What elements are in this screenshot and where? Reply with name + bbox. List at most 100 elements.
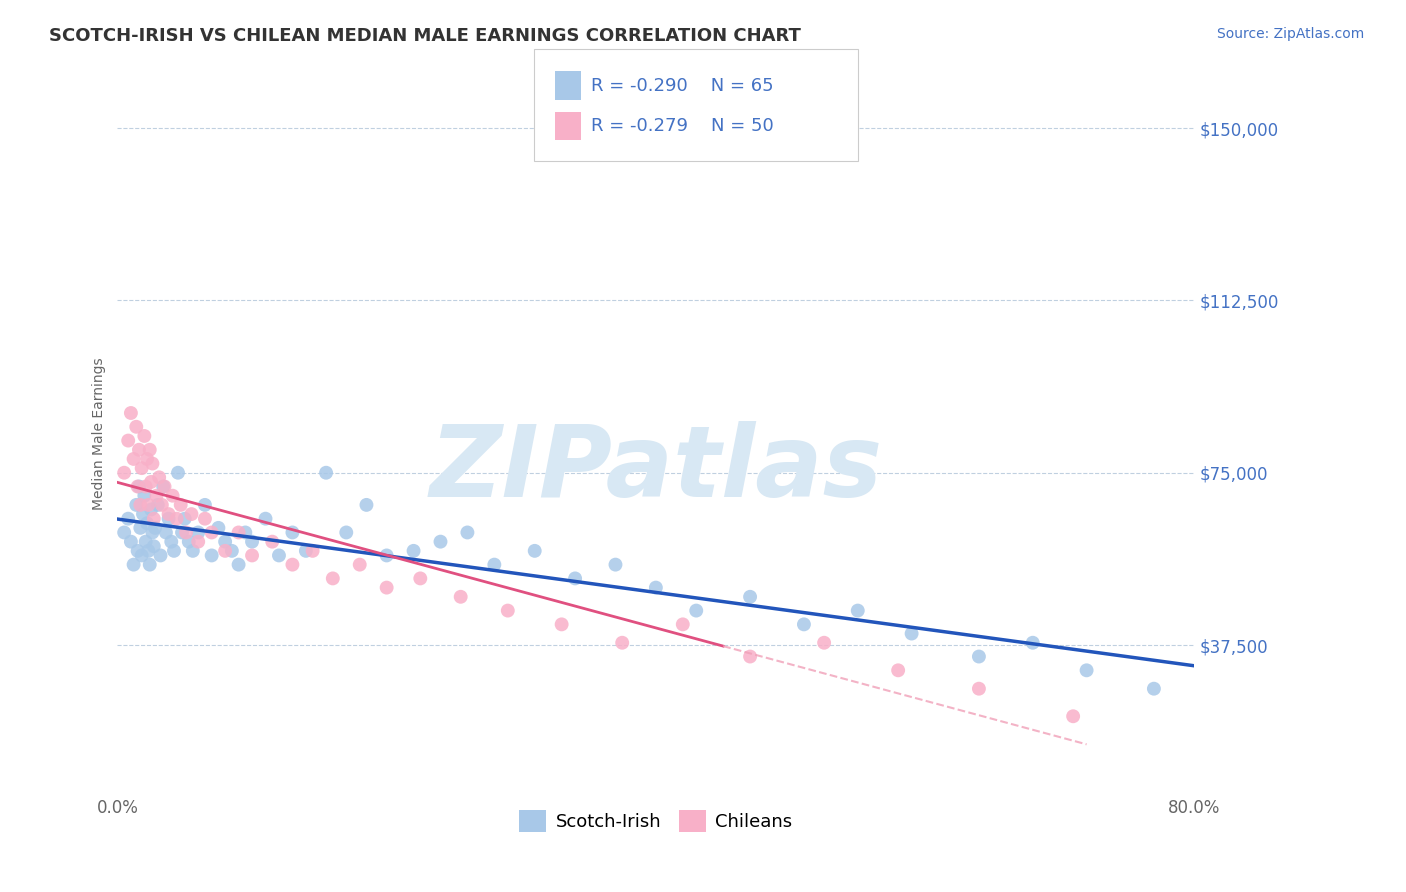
Point	[295, 544, 318, 558]
Point	[456, 525, 478, 540]
Point	[484, 558, 506, 572]
Point	[207, 521, 229, 535]
Point	[738, 649, 761, 664]
Point	[612, 636, 634, 650]
Point	[738, 590, 761, 604]
Point	[157, 511, 180, 525]
Point	[322, 571, 344, 585]
Point	[125, 498, 148, 512]
Point	[163, 544, 186, 558]
Point	[281, 558, 304, 572]
Point	[142, 539, 165, 553]
Point	[180, 507, 202, 521]
Point	[181, 544, 204, 558]
Point	[900, 626, 922, 640]
Point	[139, 475, 162, 489]
Point	[605, 558, 627, 572]
Point	[1062, 709, 1084, 723]
Point	[127, 544, 149, 558]
Point	[157, 507, 180, 521]
Point	[135, 479, 157, 493]
Point	[201, 549, 224, 563]
Text: ZIPatlas: ZIPatlas	[429, 421, 883, 518]
Point	[146, 498, 169, 512]
Point	[194, 511, 217, 525]
Point	[194, 498, 217, 512]
Point	[967, 649, 990, 664]
Point	[813, 636, 835, 650]
Point	[967, 681, 990, 696]
Point	[564, 571, 586, 585]
Point	[139, 502, 162, 516]
Point	[138, 498, 160, 512]
Point	[117, 434, 139, 448]
Point	[335, 525, 357, 540]
Text: SCOTCH-IRISH VS CHILEAN MEDIAN MALE EARNINGS CORRELATION CHART: SCOTCH-IRISH VS CHILEAN MEDIAN MALE EARN…	[49, 27, 801, 45]
Point	[141, 525, 163, 540]
Point	[240, 534, 263, 549]
Y-axis label: Median Male Earnings: Median Male Earnings	[93, 358, 107, 510]
Point	[128, 479, 150, 493]
Point	[1076, 663, 1098, 677]
Point	[177, 534, 200, 549]
Point	[122, 558, 145, 572]
Point	[221, 544, 243, 558]
Point	[125, 419, 148, 434]
Point	[122, 452, 145, 467]
Point	[160, 534, 183, 549]
Point	[150, 498, 173, 512]
Text: Source: ZipAtlas.com: Source: ZipAtlas.com	[1216, 27, 1364, 41]
Point	[136, 452, 159, 467]
Point	[450, 590, 472, 604]
Point	[1022, 636, 1045, 650]
Point	[214, 534, 236, 549]
Point	[846, 604, 869, 618]
Point	[135, 534, 157, 549]
Point	[429, 534, 451, 549]
Point	[228, 525, 250, 540]
Point	[131, 549, 153, 563]
Point	[402, 544, 425, 558]
Point	[173, 511, 195, 525]
Point	[375, 549, 398, 563]
Point	[228, 558, 250, 572]
Point	[254, 511, 277, 525]
Point	[174, 525, 197, 540]
Point	[685, 604, 707, 618]
Point	[233, 525, 256, 540]
Point	[120, 406, 142, 420]
Point	[167, 466, 190, 480]
Point	[349, 558, 371, 572]
Point	[129, 498, 152, 512]
Point	[155, 525, 177, 540]
Point	[281, 525, 304, 540]
Point	[141, 457, 163, 471]
Point	[112, 466, 135, 480]
Point	[1143, 681, 1166, 696]
Point	[148, 470, 170, 484]
Point	[375, 581, 398, 595]
Text: R = -0.290    N = 65: R = -0.290 N = 65	[591, 77, 773, 95]
Point	[315, 466, 337, 480]
Point	[187, 534, 209, 549]
Point	[112, 525, 135, 540]
Point	[127, 479, 149, 493]
Point	[134, 489, 156, 503]
Point	[793, 617, 815, 632]
Point	[550, 617, 572, 632]
Point	[142, 511, 165, 525]
Point	[672, 617, 695, 632]
Point	[214, 544, 236, 558]
Point	[409, 571, 432, 585]
Point	[153, 479, 176, 493]
Point	[262, 534, 284, 549]
Point	[152, 479, 174, 493]
Point	[139, 558, 162, 572]
Point	[129, 521, 152, 535]
Point	[301, 544, 323, 558]
Point	[267, 549, 290, 563]
Legend: Scotch-Irish, Chileans: Scotch-Irish, Chileans	[512, 803, 800, 839]
Point	[356, 498, 378, 512]
Point	[132, 507, 155, 521]
Point	[162, 489, 184, 503]
